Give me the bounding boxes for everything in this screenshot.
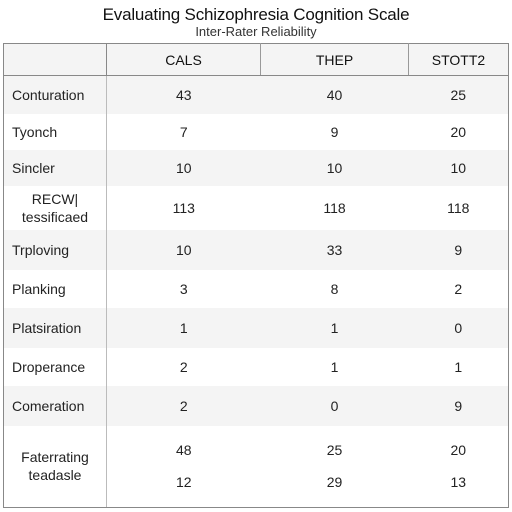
table-cell: 113 <box>106 185 261 230</box>
row-label: RECW| tessificaed <box>3 185 107 230</box>
column-header: THEP <box>260 43 409 76</box>
table-cell: 7 <box>106 113 261 150</box>
table-row: Trploving 10 33 9 <box>3 229 509 270</box>
row-label: Faterrating teadasle <box>3 425 107 508</box>
column-header: CALS <box>106 43 261 76</box>
data-table: CALS THEP STOTT2 Conturation 43 40 25 Ty… <box>3 43 509 508</box>
row-label: Sincler <box>3 149 107 186</box>
table-cell: 9 <box>260 113 409 150</box>
table-row: Conturation 43 40 25 <box>3 75 509 114</box>
row-label-line: RECW| <box>31 190 79 207</box>
table-cell: 10 <box>260 149 409 186</box>
table-cell: 33 <box>260 229 409 270</box>
column-header: STOTT2 <box>408 43 509 76</box>
table-cell: 2 <box>106 385 261 426</box>
row-label-line: tessificaed <box>21 208 89 225</box>
row-label-line: Faterrating <box>21 449 89 466</box>
table-row: Platsiration 1 1 0 <box>3 307 509 348</box>
cell-value-top: 20 <box>450 442 467 459</box>
row-label-line: teadasle <box>28 467 82 484</box>
table-cell: 20 <box>408 113 509 150</box>
table-cell: 118 <box>260 185 409 230</box>
table-cell: 1 <box>260 347 409 386</box>
table-row: Sincler 10 10 10 <box>3 149 509 186</box>
table-cell: 1 <box>260 307 409 348</box>
table-cell: 2 <box>408 269 509 308</box>
table-row: Comeration 2 0 9 <box>3 385 509 426</box>
table-cell: 9 <box>408 385 509 426</box>
table-row: RECW| tessificaed 113 118 118 <box>3 185 509 230</box>
table-cell: 0 <box>408 307 509 348</box>
cell-value-top: 48 <box>175 442 192 459</box>
table-row: Tyonch 7 9 20 <box>3 113 509 150</box>
table-cell: 25 29 <box>260 425 409 508</box>
table-row: Droperance 2 1 1 <box>3 347 509 386</box>
table-cell: 20 13 <box>408 425 509 508</box>
table-cell: 2 <box>106 347 261 386</box>
table-cell: 9 <box>408 229 509 270</box>
table-cell: 25 <box>408 75 509 114</box>
table-row: Faterrating teadasle 48 12 25 29 20 13 <box>3 425 509 508</box>
table-cell: 48 12 <box>106 425 261 508</box>
header-blank-cell <box>3 43 107 76</box>
table-cell: 10 <box>106 229 261 270</box>
row-label: Droperance <box>3 347 107 386</box>
table-cell: 1 <box>408 347 509 386</box>
table-cell: 10 <box>408 149 509 186</box>
row-label: Comeration <box>3 385 107 426</box>
table-header-row: CALS THEP STOTT2 <box>3 43 509 76</box>
page-subtitle: Inter-Rater Reliability <box>195 24 317 39</box>
table-cell: 8 <box>260 269 409 308</box>
table-cell: 1 <box>106 307 261 348</box>
row-label: Conturation <box>3 75 107 114</box>
row-label: Trploving <box>3 229 107 270</box>
table-cell: 10 <box>106 149 261 186</box>
row-label: Planking <box>3 269 107 308</box>
table-row: Planking 3 8 2 <box>3 269 509 308</box>
table-cell: 0 <box>260 385 409 426</box>
row-label: Tyonch <box>3 113 107 150</box>
cell-value-bottom: 13 <box>450 474 467 491</box>
row-label: Platsiration <box>3 307 107 348</box>
cell-value-bottom: 29 <box>326 474 343 491</box>
table-cell: 40 <box>260 75 409 114</box>
cell-value-top: 25 <box>326 442 343 459</box>
table-cell: 118 <box>408 185 509 230</box>
cell-value-bottom: 12 <box>175 474 192 491</box>
page-title: Evaluating Schizophresia Cognition Scale <box>102 5 410 24</box>
table-cell: 43 <box>106 75 261 114</box>
table-cell: 3 <box>106 269 261 308</box>
